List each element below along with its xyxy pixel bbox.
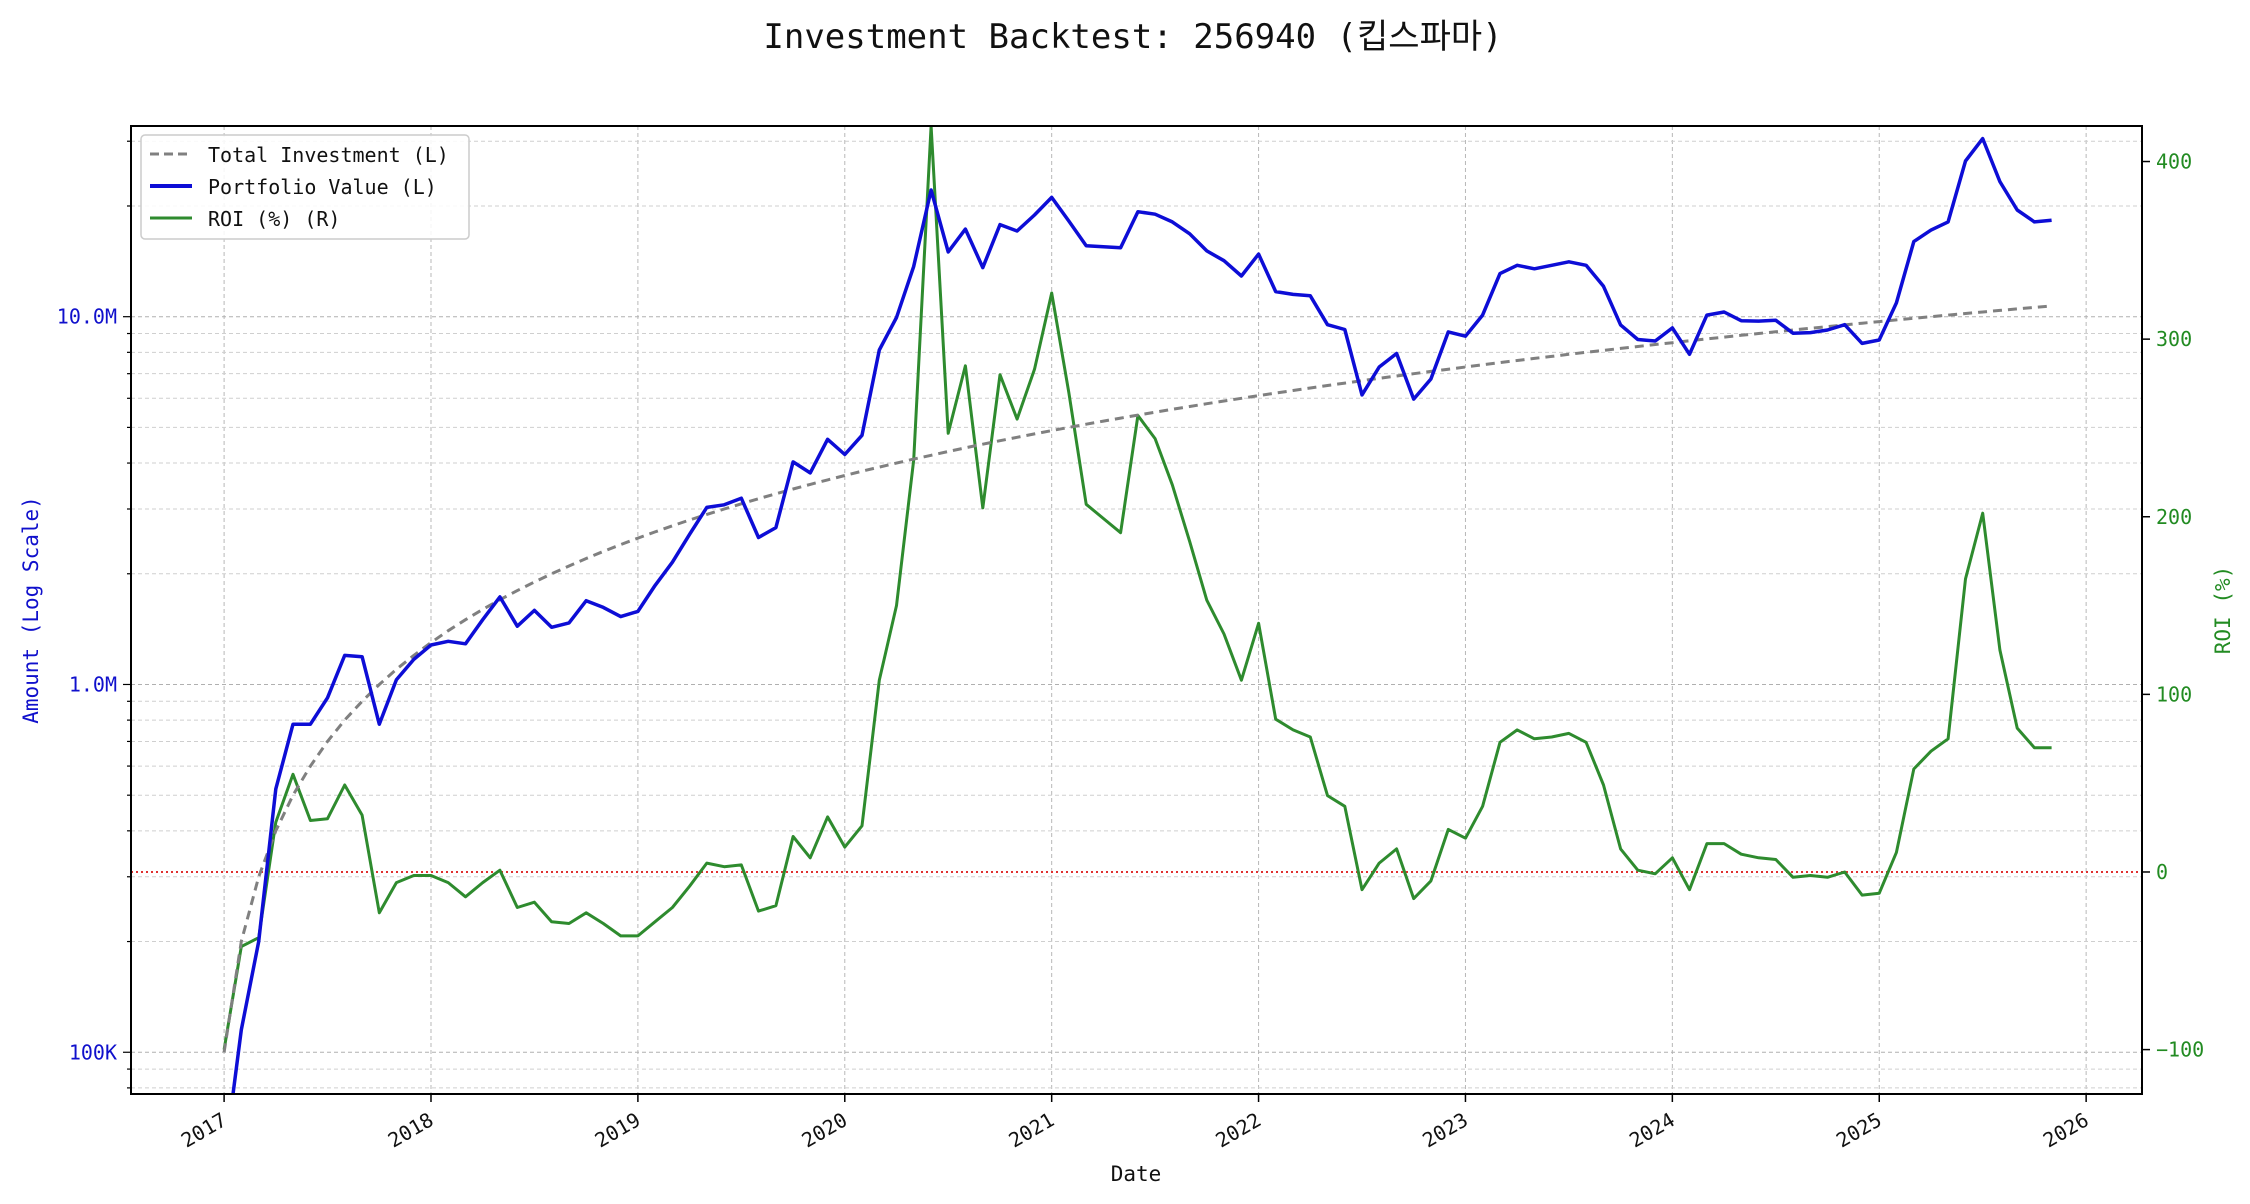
left-y-tick-label-100K: 100K xyxy=(69,1040,117,1064)
right-y-tick-label--100: −100 xyxy=(2156,1038,2204,1062)
legend-label-investment: Total Investment (L) xyxy=(208,143,449,167)
left-y-tick-label-1.0M: 1.0M xyxy=(69,672,117,696)
legend-label-roi: ROI (%) (R) xyxy=(208,207,340,231)
series-layer xyxy=(222,126,2052,1094)
grid-layer xyxy=(131,126,2142,1094)
x-axis-label: Date xyxy=(1111,1162,1162,1186)
right-y-tick-label-400: 400 xyxy=(2156,150,2192,174)
right-y-tick-label-200: 200 xyxy=(2156,505,2192,529)
chart-title: Investment Backtest: 256940 (킵스파마) xyxy=(763,17,1502,57)
legend: Total Investment (L) Portfolio Value (L)… xyxy=(140,134,470,240)
right-y-axis-label: ROI (%) xyxy=(2211,566,2235,655)
series-line-portfolio-value xyxy=(231,136,2052,1094)
left-y-tick-label-10.0M: 10.0M xyxy=(57,305,117,329)
legend-label-portfolio: Portfolio Value (L) xyxy=(208,175,437,199)
right-y-tick-label-100: 100 xyxy=(2156,682,2192,706)
right-y-tick-label-300: 300 xyxy=(2156,327,2192,351)
series-line-total-investment xyxy=(222,304,2052,1053)
legend-box xyxy=(140,134,470,240)
right-y-axis: −100 0 100 200 300 400 xyxy=(2142,150,2204,1062)
left-y-axis-label: Amount (Log Scale) xyxy=(19,496,43,724)
right-y-tick-label-0: 0 xyxy=(2156,860,2168,884)
plot-frame xyxy=(130,125,2143,1095)
left-y-axis: 100K 1.0M 10.0M xyxy=(57,140,131,1089)
